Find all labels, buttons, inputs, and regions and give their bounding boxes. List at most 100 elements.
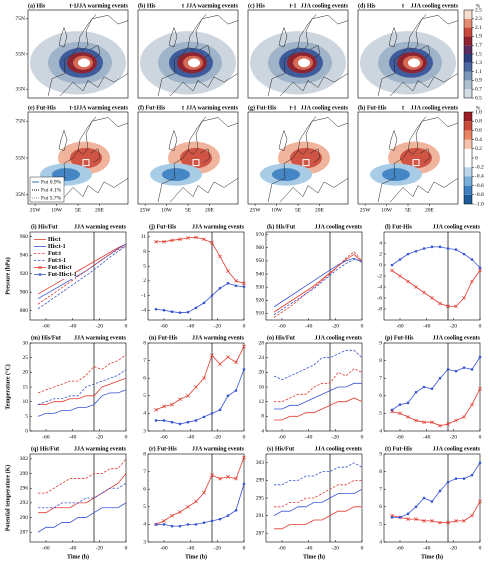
x-tick-label: -20: [214, 545, 222, 551]
x-tick-label: -40: [187, 434, 195, 440]
legend-label: Fut:t-1: [48, 258, 66, 264]
lat-label: 35N: [16, 86, 26, 92]
colorbar-label: -0.8: [475, 192, 484, 198]
point: [406, 517, 410, 521]
y-tick-label: 6: [379, 393, 382, 399]
y-tick-label: -1: [141, 293, 146, 299]
colorbar-segment: [464, 139, 472, 149]
map-panel: [248, 112, 348, 204]
point: [430, 519, 434, 523]
contour: [290, 147, 322, 169]
point: [186, 420, 190, 424]
colorbar-segment: [464, 176, 472, 186]
event-label: JJA cooling events: [315, 446, 363, 452]
legend-label: Fut:t: [48, 251, 61, 257]
point: [398, 258, 402, 261]
point: [414, 285, 418, 289]
point: [430, 245, 434, 249]
colorbar-segment: [464, 112, 472, 122]
point: [438, 301, 442, 306]
point: [446, 368, 450, 371]
y-tick-label: 8: [379, 469, 382, 475]
x-tick-label: 0: [479, 434, 482, 440]
x-tick-label: -40: [305, 545, 313, 551]
x-tick-label: 0: [125, 545, 128, 551]
lon-label: 25W: [250, 207, 262, 213]
y-tick-label: 287: [256, 530, 265, 536]
contour: [298, 58, 310, 68]
point: [218, 476, 222, 481]
x-axis-label: Time (h): [185, 553, 207, 560]
x-tick-label: -60: [396, 434, 404, 440]
y-tick-label: 3: [143, 428, 146, 434]
colorbar-label: -1.0: [475, 201, 484, 207]
y-tick-label: 2: [143, 278, 146, 284]
point: [390, 268, 394, 273]
point: [478, 355, 482, 359]
y-tick-label: 20: [23, 370, 29, 376]
x-tick-label: -20: [450, 323, 458, 329]
colorbar-label: 0.2: [475, 146, 482, 152]
coastline: [278, 129, 288, 151]
lat-label: 75N: [16, 16, 26, 22]
point: [454, 418, 458, 423]
point: [226, 269, 230, 273]
point: [462, 296, 466, 300]
colorbar-label: 0.7: [475, 86, 482, 92]
series-line: [156, 483, 245, 527]
coastline: [58, 129, 68, 151]
point: [154, 239, 158, 244]
point: [162, 519, 166, 523]
colorbar-segment: [464, 89, 472, 98]
series-line: [37, 243, 127, 295]
point: [210, 412, 214, 415]
point: [186, 236, 190, 240]
map-frame: [357, 9, 459, 99]
panel-label: (o) His/Fut: [267, 334, 295, 341]
contour: [382, 168, 410, 181]
series-line: [156, 369, 245, 425]
x-tick-label: 0: [243, 323, 246, 329]
y-tick-label: 6: [143, 486, 146, 492]
point: [234, 279, 238, 283]
series-line: [391, 356, 481, 411]
colorbar-segment: [464, 158, 472, 168]
y-tick-label: 8: [143, 249, 146, 255]
series-line: [274, 368, 363, 403]
event-label: JJA warming events: [76, 3, 129, 9]
lon-label: 10W: [51, 207, 63, 213]
lag-label: t-1: [70, 3, 77, 9]
y-tick-label: 16: [259, 384, 265, 390]
legend-marker: [38, 273, 42, 276]
y-tick-label: 900: [20, 289, 29, 295]
legend-label: Fut-His:t-1: [48, 272, 77, 278]
point: [422, 519, 426, 523]
x-tick-label: -40: [423, 323, 431, 329]
x-tick-label: -60: [396, 323, 404, 329]
point: [414, 517, 418, 521]
point: [430, 500, 434, 503]
point: [234, 476, 238, 481]
point: [178, 311, 182, 314]
x-tick-label: -40: [69, 434, 77, 440]
colorbar-label: 1.9: [475, 34, 482, 40]
y-tick-label: 8: [143, 451, 146, 457]
x-tick-label: -40: [423, 545, 431, 551]
coastline: [59, 73, 128, 97]
x-tick-label: -60: [42, 323, 50, 329]
coastline: [187, 14, 207, 48]
point: [242, 285, 246, 289]
series-line: [274, 462, 363, 486]
x-axis-label: Time (h): [421, 553, 443, 560]
coastline: [419, 44, 431, 59]
colorbar-label: 0.4: [475, 137, 482, 143]
y-tick-label: -4: [141, 307, 146, 313]
y-tick-label: 4: [261, 428, 264, 434]
colorbar-label: 0.5: [475, 95, 482, 101]
contour: [78, 58, 90, 68]
series-line: [37, 245, 127, 305]
point: [462, 477, 466, 480]
lat-label: 55N: [16, 155, 26, 161]
point: [178, 237, 182, 242]
x-tick-label: 0: [125, 323, 128, 329]
